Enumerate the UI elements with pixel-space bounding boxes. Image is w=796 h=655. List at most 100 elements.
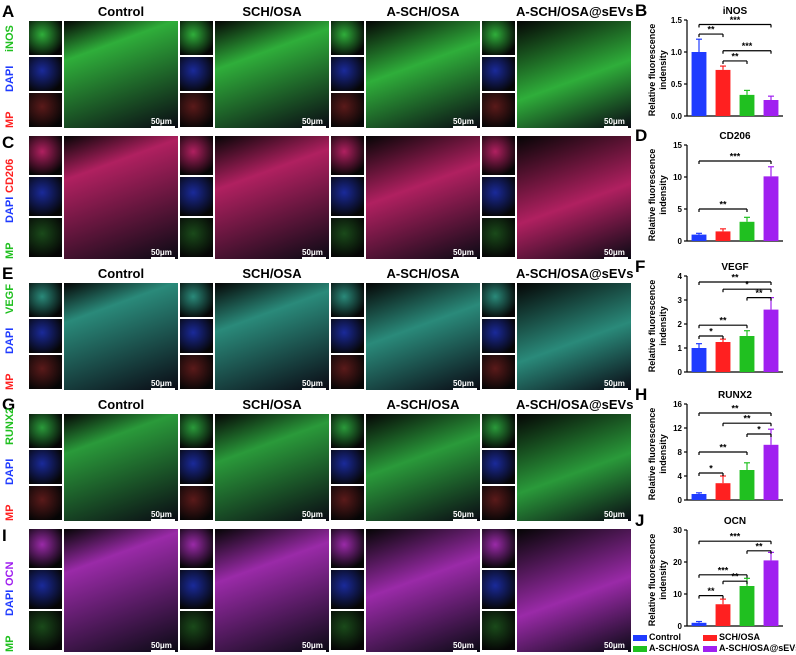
scale-bar: [151, 519, 175, 521]
column-title: A-SCH/OSA: [386, 397, 460, 412]
significance-label: ***: [730, 532, 741, 542]
legend-label: Control: [649, 632, 681, 642]
channel-thumbnail: [330, 20, 365, 56]
merged-image: [516, 413, 632, 522]
bar: [691, 234, 707, 241]
channel-thumbnail: [28, 449, 63, 485]
significance-label: **: [719, 443, 727, 453]
y-axis-label: indensity: [658, 175, 668, 215]
panel-letter: E: [2, 264, 14, 283]
y-axis-label: indensity: [658, 306, 668, 346]
channel-thumbnail: [28, 135, 63, 176]
chart-j: J OCN Relative fluorescence indensity 0 10 20 3…: [633, 510, 796, 634]
channel-thumbnail: [28, 217, 63, 258]
chart-title: VEGF: [721, 262, 748, 273]
significance-label: **: [731, 572, 739, 582]
scale-label: 50μm: [453, 248, 474, 257]
channel-thumbnail: [179, 485, 214, 521]
legend-item-a-sch-osa: A-SCH/OSA: [633, 643, 700, 653]
y-tick-label: 0: [678, 368, 683, 377]
y-tick-label: 12: [673, 424, 682, 433]
channel-label: MP: [4, 373, 16, 391]
bar: [691, 494, 707, 500]
channel-thumbnail: [330, 449, 365, 485]
y-tick-label: 4: [678, 272, 683, 281]
channel-thumbnail: [330, 135, 365, 176]
column-title: Control: [97, 397, 145, 412]
channel-thumbnail: [28, 176, 63, 217]
column-title: SCH/OSA: [242, 397, 302, 412]
channel-thumbnail: [28, 610, 63, 651]
y-tick-label: 1.0: [671, 48, 683, 57]
column-title: A-SCH/OSA@sEVs: [516, 397, 634, 412]
channel-thumbnail: [330, 354, 365, 390]
bar: [763, 309, 779, 372]
legend-label: A-SCH/OSA: [649, 643, 700, 653]
panel-letter: F: [635, 257, 645, 276]
column-title: SCH/OSA: [242, 4, 302, 19]
scale-bar: [151, 126, 175, 128]
image-row-e: E VEGF DAPI MP Control 50μm SCH/OSA 50μm A-SCH/O…: [0, 262, 633, 393]
channel-thumbnail: [330, 282, 365, 318]
merged-image: [214, 413, 330, 522]
channel-thumbnail: [179, 282, 214, 318]
y-tick-label: 0.0: [671, 112, 683, 121]
y-tick-label: 0: [678, 622, 683, 631]
significance-label: *: [709, 464, 713, 474]
channel-thumbnail: [330, 176, 365, 217]
y-tick-label: 3: [678, 296, 683, 305]
channel-thumbnail: [179, 569, 214, 610]
significance-label: **: [719, 200, 727, 210]
significance-label: ***: [730, 15, 741, 25]
y-axis-label: Relative fluorescence: [647, 280, 657, 373]
chart-svg: J OCN Relative fluorescence indensity 0 10 20 3…: [635, 511, 783, 631]
bar: [739, 221, 755, 241]
y-axis-label: indensity: [658, 434, 668, 474]
channel-thumbnail: [330, 56, 365, 92]
merged-image: [214, 282, 330, 391]
significance-label: ***: [742, 41, 753, 51]
legend-label: SCH/OSA: [719, 632, 761, 642]
y-tick-label: 10: [673, 590, 682, 599]
channel-thumbnail: [179, 56, 214, 92]
channel-thumbnail: [481, 135, 516, 176]
scale-bar: [604, 126, 628, 128]
significance-label: **: [755, 541, 763, 551]
channel-thumbnail: [330, 318, 365, 354]
chart-title: iNOS: [723, 6, 748, 17]
legend-swatch: [703, 634, 717, 641]
significance-label: ***: [730, 152, 741, 162]
scale-label: 50μm: [453, 510, 474, 519]
scale-label: 50μm: [604, 510, 625, 519]
channel-label: OCN: [4, 561, 16, 586]
bar: [763, 176, 779, 241]
scale-label: 50μm: [151, 641, 172, 650]
scale-bar: [151, 650, 175, 652]
y-tick-label: 4: [678, 472, 683, 481]
bar: [691, 348, 707, 372]
bar: [715, 342, 731, 372]
channel-label: MP: [4, 111, 16, 129]
channel-thumbnail: [28, 20, 63, 56]
channel-thumbnail: [179, 449, 214, 485]
y-axis-label: indensity: [658, 50, 668, 90]
y-tick-label: 0.5: [671, 80, 683, 89]
channel-thumbnail: [481, 569, 516, 610]
scale-bar: [302, 257, 326, 259]
column-title: A-SCH/OSA@sEVs: [516, 266, 634, 281]
channel-thumbnail: [330, 485, 365, 521]
legend: Control SCH/OSA A-SCH/OSA A-SCH/OSA@sEVs: [633, 630, 796, 655]
merged-image: [214, 20, 330, 129]
scale-bar: [302, 388, 326, 390]
y-tick-label: 0: [678, 496, 683, 505]
channel-thumbnail: [28, 528, 63, 569]
bar: [691, 52, 707, 116]
merged-image: [516, 282, 632, 391]
scale-label: 50μm: [453, 379, 474, 388]
channel-thumbnail: [28, 92, 63, 128]
channel-thumbnail: [28, 56, 63, 92]
scale-label: 50μm: [151, 248, 172, 257]
merged-image: [214, 135, 330, 260]
